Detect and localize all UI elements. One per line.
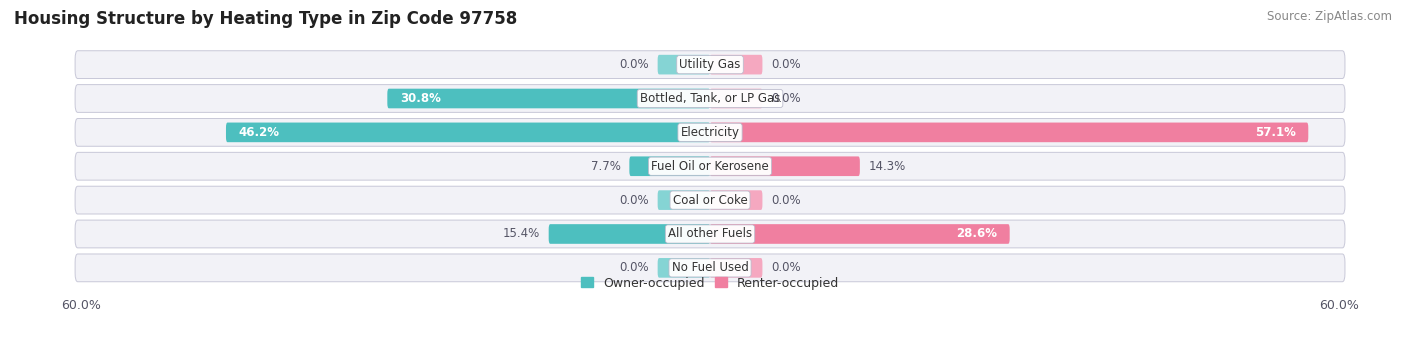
FancyBboxPatch shape xyxy=(710,157,860,176)
FancyBboxPatch shape xyxy=(75,254,1346,282)
Legend: Owner-occupied, Renter-occupied: Owner-occupied, Renter-occupied xyxy=(581,277,839,290)
Text: Utility Gas: Utility Gas xyxy=(679,58,741,71)
FancyBboxPatch shape xyxy=(75,186,1346,214)
Text: 0.0%: 0.0% xyxy=(770,58,800,71)
Text: 0.0%: 0.0% xyxy=(620,58,650,71)
Text: Bottled, Tank, or LP Gas: Bottled, Tank, or LP Gas xyxy=(640,92,780,105)
FancyBboxPatch shape xyxy=(710,122,1309,142)
Text: All other Fuels: All other Fuels xyxy=(668,227,752,240)
FancyBboxPatch shape xyxy=(75,85,1346,113)
Text: 0.0%: 0.0% xyxy=(770,194,800,207)
FancyBboxPatch shape xyxy=(75,118,1346,146)
FancyBboxPatch shape xyxy=(658,55,710,74)
FancyBboxPatch shape xyxy=(710,55,762,74)
FancyBboxPatch shape xyxy=(658,258,710,278)
Text: No Fuel Used: No Fuel Used xyxy=(672,261,748,275)
FancyBboxPatch shape xyxy=(710,190,762,210)
Text: 28.6%: 28.6% xyxy=(956,227,997,240)
Text: Electricity: Electricity xyxy=(681,126,740,139)
FancyBboxPatch shape xyxy=(75,51,1346,78)
FancyBboxPatch shape xyxy=(226,122,710,142)
Text: 30.8%: 30.8% xyxy=(399,92,440,105)
Text: Source: ZipAtlas.com: Source: ZipAtlas.com xyxy=(1267,10,1392,23)
FancyBboxPatch shape xyxy=(630,157,710,176)
Text: 0.0%: 0.0% xyxy=(620,194,650,207)
FancyBboxPatch shape xyxy=(75,220,1346,248)
Text: 46.2%: 46.2% xyxy=(239,126,280,139)
FancyBboxPatch shape xyxy=(710,89,762,108)
Text: 15.4%: 15.4% xyxy=(503,227,540,240)
FancyBboxPatch shape xyxy=(548,224,710,244)
FancyBboxPatch shape xyxy=(710,258,762,278)
Text: 0.0%: 0.0% xyxy=(770,261,800,275)
FancyBboxPatch shape xyxy=(75,152,1346,180)
FancyBboxPatch shape xyxy=(658,190,710,210)
FancyBboxPatch shape xyxy=(387,89,710,108)
Text: Fuel Oil or Kerosene: Fuel Oil or Kerosene xyxy=(651,160,769,173)
FancyBboxPatch shape xyxy=(710,224,1010,244)
Text: 0.0%: 0.0% xyxy=(620,261,650,275)
Text: 14.3%: 14.3% xyxy=(869,160,905,173)
Text: 0.0%: 0.0% xyxy=(770,92,800,105)
Text: Housing Structure by Heating Type in Zip Code 97758: Housing Structure by Heating Type in Zip… xyxy=(14,10,517,28)
Text: Coal or Coke: Coal or Coke xyxy=(672,194,748,207)
Text: 7.7%: 7.7% xyxy=(591,160,621,173)
Text: 57.1%: 57.1% xyxy=(1254,126,1296,139)
